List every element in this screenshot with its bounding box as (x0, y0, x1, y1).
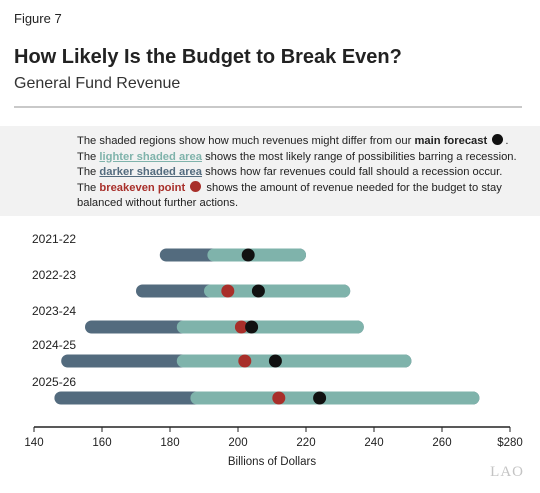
legend-breakeven-label: breakeven point (99, 181, 186, 194)
light-range-bar (207, 248, 306, 262)
forecast-point (251, 284, 265, 298)
legend-main-forecast-label: main forecast (414, 135, 488, 147)
x-tick-label: 200 (228, 437, 247, 449)
x-tick-label: 160 (92, 437, 111, 449)
row-label: 2022-23 (32, 268, 76, 282)
lao-logo: LAO (490, 464, 524, 480)
light-range-bar (176, 320, 364, 334)
row-label: 2021-22 (32, 232, 76, 246)
forecast-point (313, 391, 327, 405)
x-tick-label: 260 (432, 437, 451, 449)
chart-title: How Likely Is the Budget to Break Even? (14, 46, 402, 68)
forecast-point (241, 248, 255, 262)
light-range-bar (190, 391, 480, 405)
breakeven-point (238, 354, 252, 368)
breakeven-point (272, 391, 286, 405)
legend-dark-area-label: darker shaded area (99, 166, 203, 178)
light-range-bar (176, 354, 412, 368)
row-label: 2024-25 (32, 338, 76, 352)
row-label: 2025-26 (32, 375, 76, 389)
legend-line-light: The lighter shaded area shows the most l… (77, 150, 517, 163)
chart-subtitle: General Fund Revenue (14, 75, 181, 92)
forecast-point (268, 354, 282, 368)
title-divider (14, 106, 522, 108)
x-tick-label: 140 (24, 437, 43, 449)
range-chart: 2021-22 2022-23 2023-24 2024-25 2025-26 140 16… (24, 232, 523, 468)
x-tick-label: 240 (364, 437, 383, 449)
breakeven-point (221, 284, 235, 298)
legend-light-area-label: lighter shaded area (99, 150, 202, 163)
legend-text: The shaded regions show how much revenue… (77, 134, 527, 212)
figure-label: Figure 7 (14, 11, 62, 26)
legend-line-dark: The darker shaded area shows how far rev… (77, 166, 503, 178)
legend-box (0, 126, 540, 216)
x-tick-label: 180 (160, 437, 179, 449)
legend-line-forecast: The shaded regions show how much revenue… (77, 134, 509, 147)
x-tick-label: $280 (497, 437, 523, 449)
x-axis-label: Billions of Dollars (228, 456, 316, 468)
light-range-bar (204, 284, 351, 298)
legend-line-breakeven: The breakeven point shows the amount of … (77, 180, 502, 209)
breakeven-point (234, 320, 248, 334)
row-label: 2023-24 (32, 304, 76, 318)
forecast-point (245, 320, 259, 334)
breakeven-dot-icon (190, 180, 202, 192)
forecast-dot-icon (492, 134, 504, 145)
x-tick-label: 220 (296, 437, 315, 449)
